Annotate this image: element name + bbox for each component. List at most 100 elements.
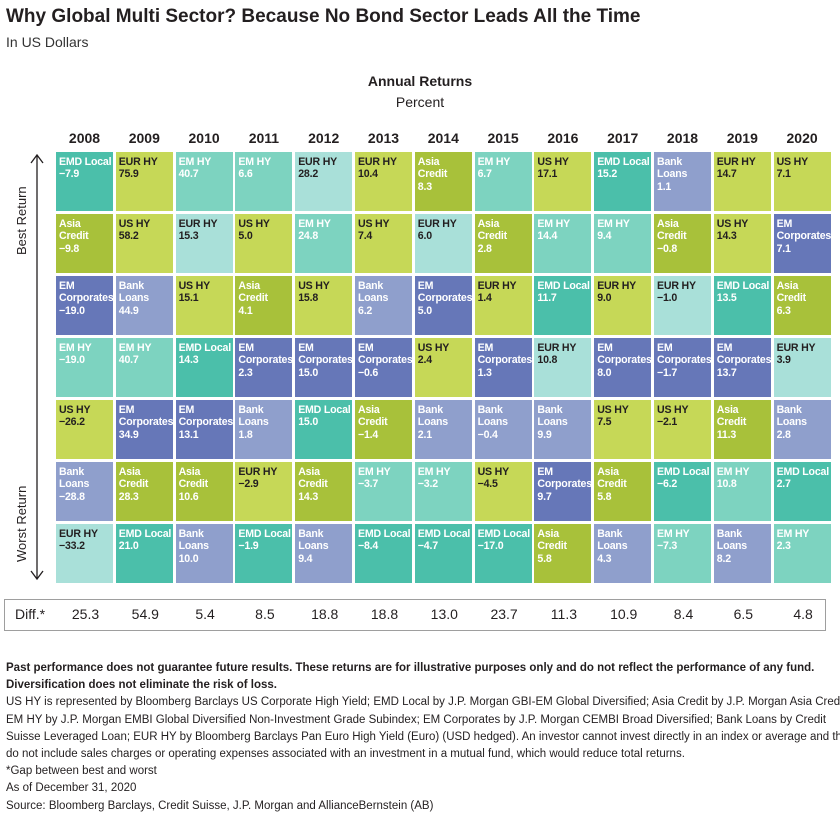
return-value: 2.4 (417, 354, 432, 367)
sector-name: Asia (59, 218, 81, 230)
return-value: 17.1 (537, 168, 558, 181)
return-cell: EUR HY 28.2 (295, 152, 353, 211)
index-note-line: EM HY by J.P. Morgan EMBI Global Diversi… (6, 713, 827, 726)
sector-name: EMD Local (597, 156, 650, 168)
return-cell: EM HY −3.2 (414, 462, 472, 521)
sector-name: Credit (477, 230, 508, 243)
return-cell: Bank Loans −0.4 (474, 400, 532, 459)
sector-name: US HY (597, 404, 629, 416)
return-value: 15.8 (298, 292, 319, 305)
sector-name: EM (178, 404, 195, 416)
sector-name: Loans (776, 416, 807, 429)
return-value: 15.0 (298, 416, 319, 429)
return-value: −7.9 (59, 168, 80, 181)
sector-name: US HY (59, 404, 91, 416)
return-cell: EM Corporates −1.7 (654, 338, 711, 397)
sector-name: Asia (178, 466, 201, 478)
return-cell: EUR HY −33.2 (56, 524, 113, 583)
return-value: 6.2 (358, 304, 373, 317)
sector-name: EM (118, 404, 135, 416)
sector-name: Credit (537, 540, 567, 553)
sector-name: EM (537, 466, 553, 478)
sector-name: US HY (238, 218, 270, 230)
return-cell: Bank Loans 9.4 (295, 524, 353, 583)
sector-name: Bank (118, 280, 144, 292)
sector-name: Credit (59, 230, 89, 243)
sector-name: Loans (417, 416, 448, 429)
year-label: 2015 (487, 130, 519, 146)
return-value: 75.9 (118, 168, 139, 181)
return-cell: EMD Local −4.7 (414, 524, 472, 583)
return-cell: US HY 58.2 (115, 214, 173, 273)
return-cell: Asia Credit 14.3 (295, 462, 353, 521)
return-cell: EMD Local −17.0 (474, 524, 532, 583)
return-value: 7.4 (358, 230, 373, 243)
return-value: 6.7 (477, 168, 492, 181)
return-cell: EUR HY 6.0 (414, 214, 472, 273)
sector-name: EUR HY (597, 280, 637, 292)
return-value: 6.6 (238, 168, 253, 181)
sector-name: Loans (59, 478, 90, 491)
sector-name: Asia (477, 218, 500, 230)
sector-name: Corporates (776, 230, 831, 243)
sector-name: US HY (657, 404, 689, 416)
sector-name: EMD Local (118, 528, 172, 540)
return-cell: EMD Local 11.7 (534, 276, 592, 335)
sector-name: Credit (417, 168, 448, 181)
diff-row: Diff.* 25.3 54.9 5.4 8.5 18.8 18.8 13.0 23.7 11.… (4, 599, 826, 631)
sector-name: EM (776, 218, 793, 230)
return-cell: US HY −4.5 (474, 462, 532, 521)
return-cell: Asia Credit −9.8 (56, 214, 113, 273)
sector-name: Asia (597, 466, 619, 478)
sector-name: EUR HY (118, 156, 158, 168)
return-cell: EM Corporates 13.1 (175, 400, 233, 459)
sector-name: EMD Local (776, 466, 830, 478)
sector-name: Corporates (118, 416, 173, 429)
return-value: 11.7 (537, 292, 557, 305)
sector-name: Corporates (537, 478, 592, 491)
return-cell: EM HY 9.4 (594, 214, 652, 273)
return-value: 6.0 (417, 230, 432, 243)
return-value: 10.0 (178, 552, 199, 565)
return-value: 6.3 (776, 304, 791, 317)
return-cell: Bank Loans 6.2 (355, 276, 412, 335)
year-label: 2008 (68, 130, 101, 146)
return-value: 10.6 (178, 490, 199, 503)
sector-name: EUR HY (776, 342, 816, 354)
sector-name: EUR HY (537, 342, 577, 354)
diff-value: 6.5 (733, 606, 754, 622)
sector-name: EM (716, 342, 733, 354)
return-value: 9.7 (537, 490, 552, 503)
return-cell: Asia Credit 2.8 (474, 214, 532, 273)
return-cell: US HY 7.4 (355, 214, 412, 273)
return-cell: US HY 17.1 (534, 152, 592, 211)
sector-name: EMD Local (477, 528, 531, 540)
return-value: 15.2 (597, 168, 618, 181)
return-value: 8.2 (716, 552, 731, 565)
return-cell: US HY 14.3 (713, 214, 771, 273)
return-cell: EM HY 6.6 (235, 152, 293, 211)
return-value: 3.9 (776, 354, 791, 367)
return-cell: EM Corporates 34.9 (115, 400, 173, 459)
sector-name: EM HY (537, 218, 570, 230)
sector-name: Corporates (358, 354, 412, 367)
return-cell: EM HY −19.0 (56, 338, 113, 397)
sector-name: EM HY (417, 466, 451, 478)
sector-name: Asia (118, 466, 141, 478)
return-value: 13.1 (178, 428, 199, 441)
return-value: −2.9 (238, 478, 259, 491)
return-value: 2.3 (776, 540, 791, 553)
sector-name: EM (417, 280, 434, 292)
sector-name: Corporates (298, 354, 353, 367)
diff-value: 23.7 (490, 606, 518, 622)
year-label: 2020 (786, 130, 818, 146)
page-subtitle: In US Dollars (6, 34, 89, 50)
return-cell: Asia Credit 5.8 (534, 524, 592, 583)
return-cell: Asia Credit 8.3 (414, 152, 472, 211)
sector-name: Corporates (597, 354, 652, 367)
sector-name: Loans (537, 416, 568, 429)
return-value: 5.0 (238, 230, 253, 243)
sector-name: Corporates (417, 292, 472, 305)
return-cell: US HY 2.4 (414, 338, 472, 397)
sector-name: Credit (178, 478, 209, 491)
